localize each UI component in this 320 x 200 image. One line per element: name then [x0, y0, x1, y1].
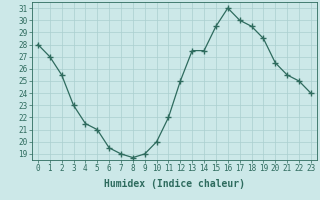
X-axis label: Humidex (Indice chaleur): Humidex (Indice chaleur) [104, 179, 245, 189]
